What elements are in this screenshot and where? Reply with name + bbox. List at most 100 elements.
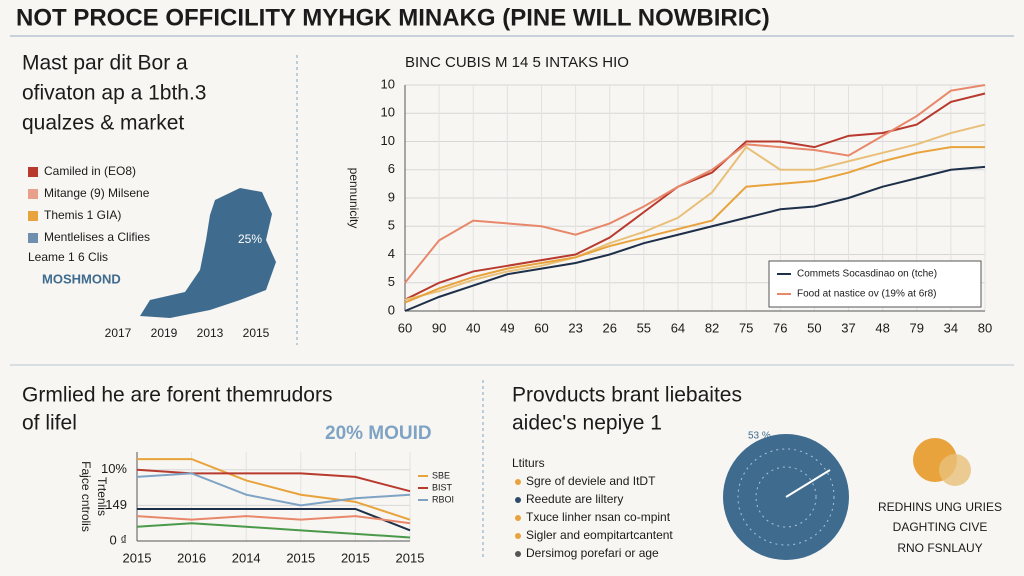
legend-box — [768, 260, 982, 308]
y-tick-label: 5 — [388, 274, 395, 289]
y-tick-label: 9 — [388, 189, 395, 204]
line-series — [137, 458, 411, 521]
x-tick-label: 82 — [705, 320, 719, 335]
x-tick-label: 49 — [500, 320, 514, 335]
dial — [723, 434, 849, 560]
y-tick-label: 10% — [101, 461, 127, 476]
x-tick-label: 23 — [568, 320, 582, 335]
bullet — [515, 551, 521, 557]
x-tick-label: 55 — [637, 320, 651, 335]
x-tick-label: 2015 — [286, 550, 315, 565]
bullet — [515, 479, 521, 485]
bullet — [515, 515, 521, 521]
legend-label: Commets Socasdinao on (tche) — [797, 269, 937, 280]
x-tick-label: 50 — [807, 320, 821, 335]
y-tick-label: 0 ₫ — [109, 532, 127, 547]
x-tick-label: 90 — [432, 320, 446, 335]
line-series — [136, 515, 411, 525]
y-tick-label: 10 — [381, 105, 395, 120]
map-region — [140, 188, 276, 318]
legend-label: Camiled in (EO8) — [44, 164, 136, 178]
map-value: 25% — [238, 232, 262, 246]
legend-label: Mitange (9) Milsene — [44, 186, 150, 200]
legend-swatch — [28, 167, 38, 177]
list-item: Txuce linher nsan co-mpint — [526, 510, 671, 524]
line-series — [136, 468, 411, 493]
heading: ofivaton ap a 1bth.3 — [22, 82, 206, 105]
legend-label: RBOI — [432, 494, 454, 504]
line-series — [404, 146, 985, 304]
line-series — [404, 84, 986, 284]
x-tick-label: 2015 — [123, 550, 152, 565]
y-axis-label: Fajce cntrolis — [79, 461, 93, 532]
map-label: MOSHMOND — [42, 271, 121, 286]
dial-ring — [755, 466, 817, 528]
y-tick-label: 10 — [381, 76, 395, 91]
year-label: 2017 — [105, 326, 132, 340]
x-tick-label: 60 — [534, 320, 548, 335]
legend-label: SBE — [432, 470, 450, 480]
y-tick-label: 10 — [381, 133, 395, 148]
legend-label: BIST — [432, 482, 453, 492]
y-tick-label: 6 — [388, 161, 395, 176]
dial-needle — [785, 469, 831, 498]
y-axis-label: pennunicity — [347, 168, 361, 229]
bullet — [515, 497, 521, 503]
y-tick-label: 0 — [388, 302, 395, 317]
bullet — [515, 533, 521, 539]
list-item: Sgre of deviele and ItDT — [526, 474, 656, 488]
y-axis-label: Trtenlis — [95, 477, 109, 516]
x-tick-label: 75 — [739, 320, 753, 335]
x-tick-label: 2015 — [396, 550, 425, 565]
list-item: Reedute are liltery — [526, 492, 623, 506]
y-tick-label: 4 — [388, 246, 395, 261]
line-series — [404, 165, 986, 312]
year-label: 2013 — [197, 326, 224, 340]
side-text: REDHINS UNG URIES — [878, 500, 1002, 514]
x-tick-label: 40 — [466, 320, 480, 335]
x-tick-label: 37 — [841, 320, 855, 335]
heading: qualzes & market — [22, 112, 184, 135]
heading: Grmlied he are forent themrudors — [22, 384, 332, 407]
x-tick-label: 80 — [978, 320, 992, 335]
x-tick-label: 48 — [875, 320, 889, 335]
x-tick-label: 34 — [944, 320, 958, 335]
chart-title: BINC CUBIS M 14 5 INTAKS HIO — [405, 54, 629, 71]
line-series — [137, 507, 411, 532]
x-tick-label: 60 — [398, 320, 412, 335]
side-text: RNO FSNLAUY — [897, 541, 982, 555]
list-title: Ltiturs — [512, 456, 545, 470]
heading: of lifel — [22, 412, 77, 435]
heading: Provducts brant liebaites — [512, 384, 742, 407]
icon — [939, 454, 971, 486]
line-series — [404, 123, 986, 301]
legend-swatch — [28, 189, 38, 199]
list-item: Sigler and eompitartcantent — [526, 528, 673, 542]
heading: aidec's nepiye 1 — [512, 412, 662, 435]
x-tick-label: 76 — [773, 320, 787, 335]
year-label: 2015 — [243, 326, 270, 340]
x-tick-label: 79 — [910, 320, 924, 335]
y-tick-label: 5 — [388, 218, 395, 233]
year-label: 2019 — [151, 326, 178, 340]
badge: 20% MOUID — [325, 423, 432, 444]
legend-label: Themis 1 GIA) — [44, 208, 121, 222]
y-tick-label: 149 — [105, 497, 127, 512]
x-tick-label: 2014 — [232, 550, 261, 565]
page-title: NOT PROCE OFFICILITY MYHGK MINAKG (PINE … — [16, 4, 770, 31]
x-tick-label: 2016 — [177, 550, 206, 565]
legend-swatch — [28, 233, 38, 243]
list-item: Dersimog porefari or age — [526, 546, 659, 560]
side-text: DAGHTING CIVE — [893, 520, 988, 534]
dial-label: 53 % — [748, 431, 771, 442]
x-tick-label: 64 — [671, 320, 685, 335]
legend-label: Mentlelises a Clifies — [44, 230, 150, 244]
heading: Mast par dit Bor a — [22, 52, 188, 75]
x-tick-label: 26 — [602, 320, 616, 335]
legend-label: Food at nastice ov (19% at 6r8) — [797, 289, 937, 300]
legend-swatch — [28, 211, 38, 221]
x-tick-label: 2015 — [341, 550, 370, 565]
line-series — [136, 522, 411, 539]
line-series — [136, 472, 411, 507]
